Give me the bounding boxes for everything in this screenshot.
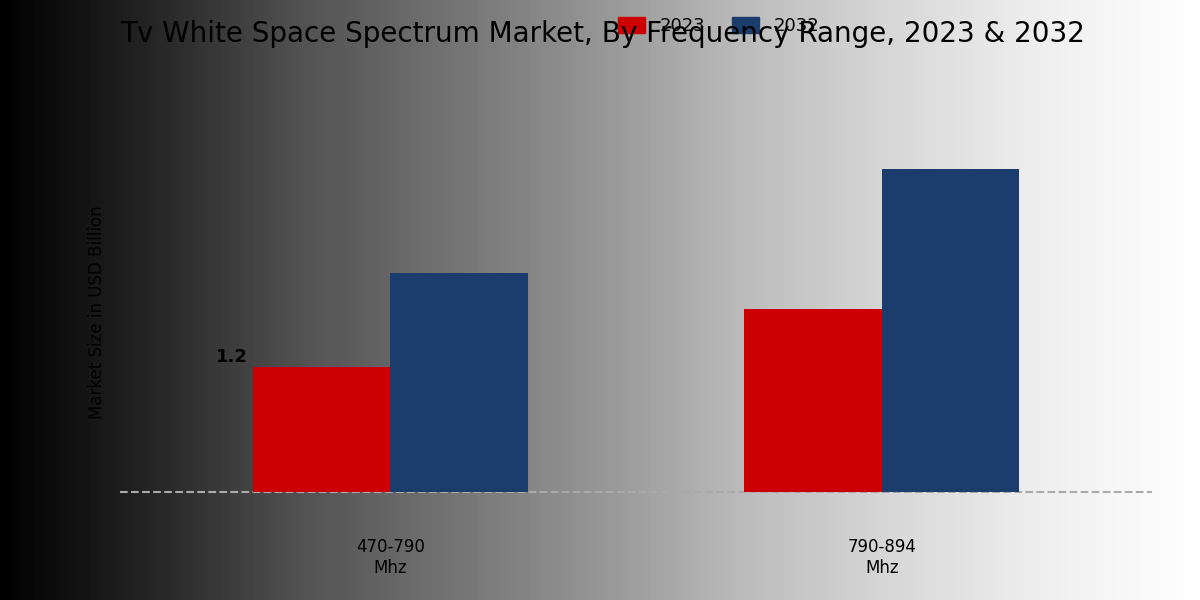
- Text: Tv White Space Spectrum Market, By Frequency Range, 2023 & 2032: Tv White Space Spectrum Market, By Frequ…: [120, 20, 1085, 48]
- Bar: [744, 310, 882, 491]
- Bar: [253, 367, 390, 491]
- Bar: [390, 273, 528, 491]
- Bar: [882, 169, 1019, 491]
- Y-axis label: Market Size in USD Billion: Market Size in USD Billion: [88, 205, 106, 419]
- Text: 1.2: 1.2: [216, 349, 247, 367]
- Legend: 2023, 2032: 2023, 2032: [611, 10, 827, 43]
